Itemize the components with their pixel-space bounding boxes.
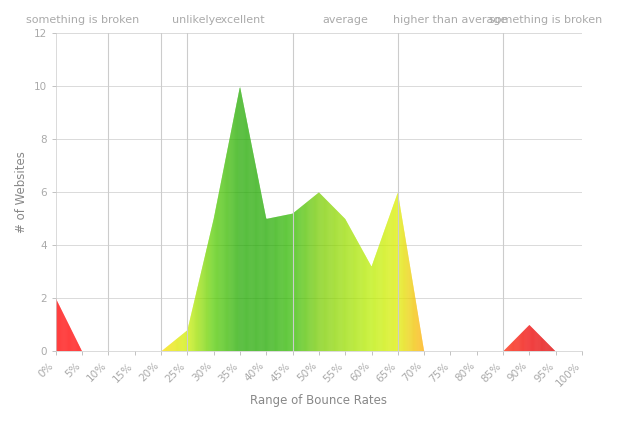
Text: higher than average: higher than average <box>393 15 508 25</box>
Text: something is broken: something is broken <box>489 15 602 25</box>
Text: average: average <box>322 15 368 25</box>
Text: excellent: excellent <box>215 15 265 25</box>
Text: something is broken: something is broken <box>25 15 139 25</box>
Y-axis label: # of Websites: # of Websites <box>15 151 28 233</box>
Text: unlikely: unlikely <box>172 15 215 25</box>
X-axis label: Range of Bounce Rates: Range of Bounce Rates <box>250 394 388 407</box>
